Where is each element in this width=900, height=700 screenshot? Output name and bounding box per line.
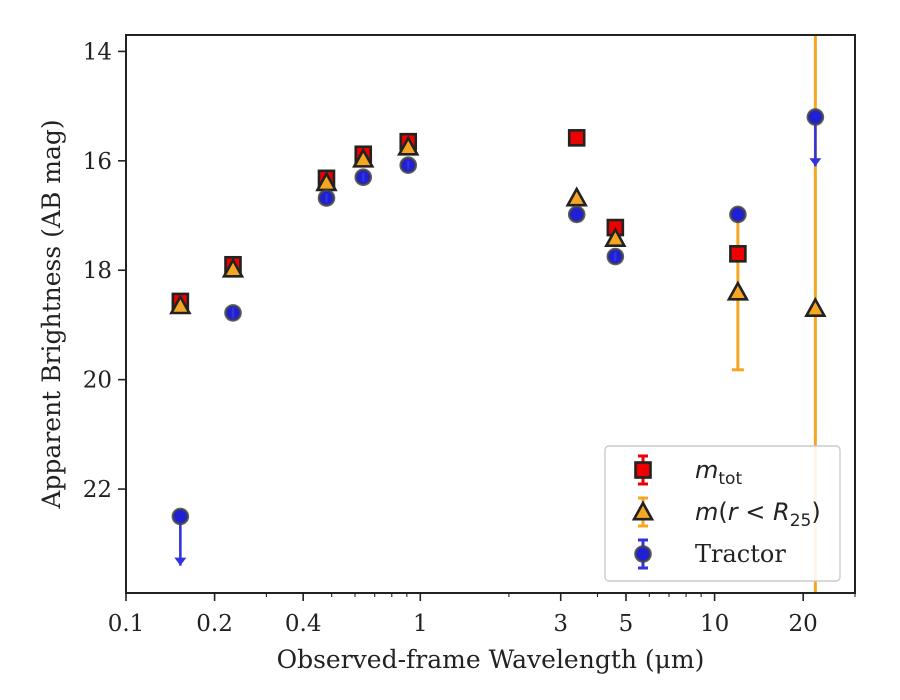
m_r25-point <box>221 257 245 278</box>
tractor-point <box>567 205 586 224</box>
x-tick-label: 10 <box>700 611 729 637</box>
x-tick-label: 0.4 <box>285 611 322 637</box>
x-tick-label: 0.1 <box>108 611 145 637</box>
y-tick-label: 18 <box>83 258 112 284</box>
axis-ticks: 0.1 0.2 0.4 1 3 5 10 20 14 16 18 20 22 <box>83 39 856 637</box>
m_tot-point <box>567 129 586 147</box>
legend: mtot m(r < R25) Tractor <box>604 445 841 582</box>
legend-m_tot-marker <box>634 461 652 479</box>
x-tick-label: 5 <box>619 611 634 637</box>
m_tot-point <box>729 245 747 263</box>
y-axis-label: Apparent Brightness (AB mag) <box>37 119 66 509</box>
y-tick-label: 22 <box>83 477 112 503</box>
legend-tractor-marker <box>634 545 652 563</box>
m_r25-point <box>565 186 588 207</box>
m_r25-point <box>804 296 827 318</box>
tractor-upper-limit-arrow <box>174 557 187 566</box>
x-axis-label: Observed-frame Wavelength (μm) <box>277 645 705 674</box>
plot-frame <box>125 34 856 594</box>
legend-label-tractor: Tractor <box>695 540 786 568</box>
legend-entry-m_tot: mtot <box>634 454 742 489</box>
legend-label-m-tot: mtot <box>695 456 742 489</box>
x-tick-label: 0.2 <box>196 611 233 637</box>
data-layer <box>169 35 827 593</box>
legend-m_r25-marker <box>631 500 655 521</box>
x-tick-label: 1 <box>413 611 428 637</box>
y-tick-label: 14 <box>83 39 112 65</box>
legend-entry-tractor: Tractor <box>634 538 786 570</box>
legend-box <box>604 445 841 582</box>
m_r25-point <box>169 294 192 315</box>
m_r25-point <box>726 280 750 301</box>
m_r25-point <box>397 135 420 156</box>
m_r25-point <box>604 226 627 248</box>
tractor-point <box>171 507 190 526</box>
x-tick-label: 3 <box>553 611 568 637</box>
y-tick-label: 16 <box>83 149 112 175</box>
tractor-upper-limit-arrow <box>809 158 822 167</box>
tractor-point <box>729 205 747 224</box>
legend-label-m-r25: m(r < R25) <box>695 498 821 531</box>
tractor-point <box>806 108 825 126</box>
x-tick-label: 20 <box>789 611 818 637</box>
y-tick-label: 20 <box>83 368 112 394</box>
m_r25-point <box>352 147 375 168</box>
legend-entry-m_r25: m(r < R25) <box>631 496 821 531</box>
